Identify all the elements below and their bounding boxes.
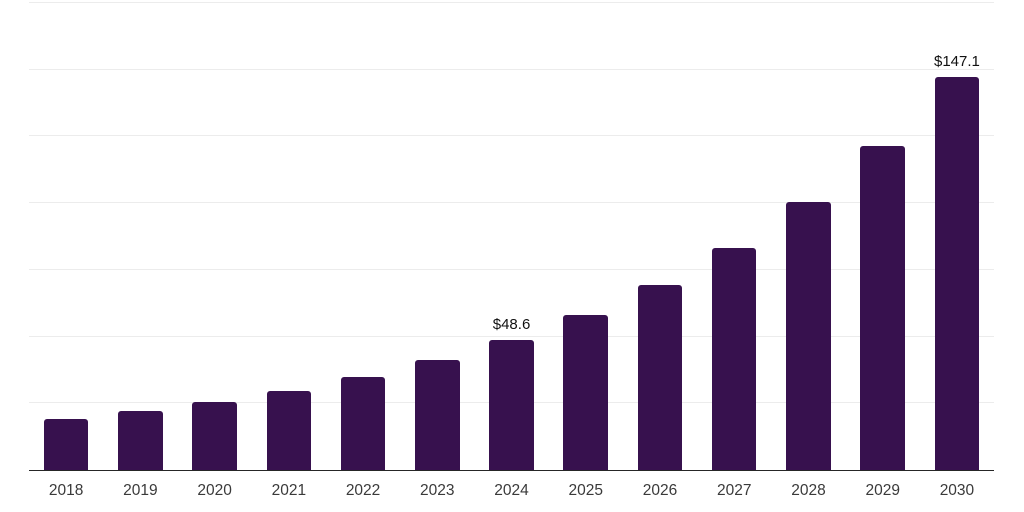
bar-cell-2021	[252, 3, 326, 470]
bar-2024	[489, 340, 534, 470]
x-tick-2030: 2030	[939, 482, 975, 499]
bar-2027	[711, 247, 757, 470]
x-tick-2024: 2024	[494, 482, 529, 499]
x-tick-2029: 2029	[865, 482, 900, 499]
x-tick-2023: 2023	[420, 482, 455, 499]
bar-2025	[563, 314, 609, 470]
bar-value-label-2030: $147.1	[933, 53, 980, 71]
bar-value-label-2024: $48.6	[492, 316, 531, 334]
x-tick-2018: 2018	[48, 482, 84, 499]
bar-cell-2024: $48.6	[474, 3, 548, 470]
bars-row: $48.6 $147.1	[29, 3, 994, 470]
x-tick-2026: 2026	[642, 482, 678, 499]
gridline-150	[29, 68, 994, 70]
bar-2030	[934, 77, 980, 470]
bar-2028	[786, 202, 831, 470]
x-tick-2025: 2025	[568, 482, 603, 499]
bar-cell-2029	[846, 3, 920, 470]
bar-cell-2022	[326, 3, 400, 470]
gridline-125	[29, 135, 994, 137]
plot-area: $48.6 $147.1	[29, 2, 994, 471]
x-tick-2028: 2028	[791, 482, 826, 499]
bar-2029	[860, 146, 905, 470]
x-tick-2019: 2019	[123, 482, 158, 499]
x-tick-2027: 2027	[716, 482, 752, 499]
x-axis-line	[29, 469, 994, 471]
bar-2023	[415, 360, 460, 470]
x-axis-ticks: 2018 2019 2020 2021 2022 2023 2024 2025 2026 2027…	[29, 482, 994, 500]
gridline-175	[29, 2, 994, 3]
bar-2020	[192, 401, 237, 470]
bar-cell-2030: $147.1	[920, 3, 994, 470]
bar-cell-2018	[29, 3, 103, 470]
bar-2019	[118, 411, 163, 470]
bar-cell-2020	[177, 3, 251, 470]
bar-cell-2027	[697, 3, 771, 470]
gridline-100	[29, 202, 994, 204]
bar-2018	[43, 419, 89, 470]
bar-2021	[266, 391, 312, 470]
x-tick-2022: 2022	[345, 482, 381, 499]
gridline-75	[29, 268, 994, 270]
bar-cell-2023	[400, 3, 474, 470]
bar-2022	[340, 377, 386, 470]
x-tick-2020: 2020	[197, 482, 232, 499]
bar-cell-2026	[623, 3, 697, 470]
x-tick-2021: 2021	[271, 482, 307, 499]
bar-2026	[637, 285, 683, 470]
gridline-50	[29, 335, 994, 337]
bar-cell-2019	[103, 3, 177, 470]
bar-cell-2025	[549, 3, 623, 470]
bar-cell-2028	[771, 3, 845, 470]
